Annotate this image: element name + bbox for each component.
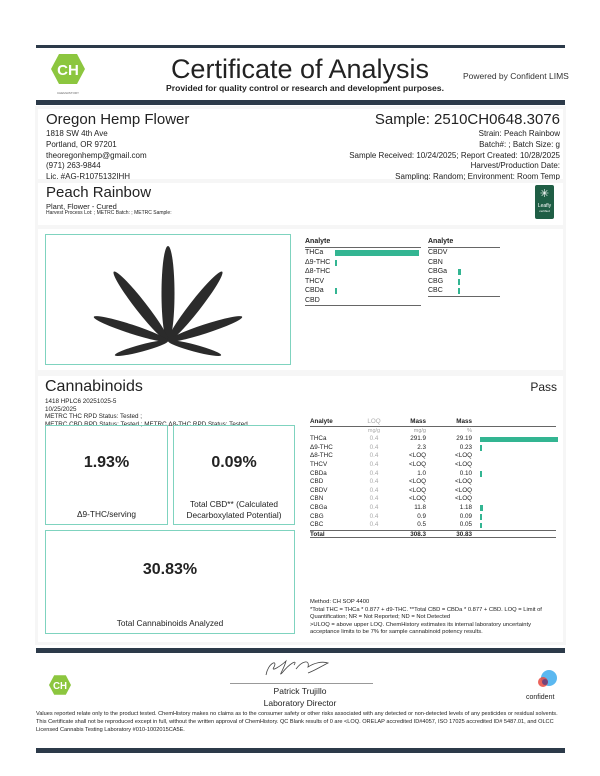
page-subtitle: Provided for quality control or research… — [166, 83, 444, 93]
table-row: CBG 0.4 0.9 0.09 — [310, 513, 556, 522]
client-details: 1818 SW 4th Ave Portland, OR 97201 theoreg… — [46, 129, 147, 182]
signature-line — [230, 683, 373, 684]
section-title: Cannabinoids — [45, 378, 143, 395]
chemhistory-footer-logo: CH — [48, 674, 72, 701]
client-section: Oregon Hemp Flower 1818 SW 4th Ave Portla… — [38, 109, 563, 181]
leaf-blade — [167, 340, 222, 356]
signer-name: Patrick Trujillo — [273, 686, 327, 696]
product-section: Peach Rainbow Plant, Flower - Cured Harv… — [38, 183, 563, 225]
table-bar — [480, 522, 482, 529]
table-row: CBD 0.4 <LOQ <LOQ — [310, 478, 472, 486]
table-row: CBGa 0.4 11.8 1.18 — [310, 504, 556, 513]
analyte-summary-left: Analyte THCa Δ9-THC Δ8-THC THCV CBDa CBD — [305, 238, 421, 306]
analyte-row: CBDV — [428, 249, 448, 256]
leaf-blade — [93, 316, 169, 342]
table-row: CBN 0.4 <LOQ <LOQ — [310, 495, 472, 503]
analyte-row: CBDa — [305, 286, 421, 296]
analyte-row: CBN — [428, 258, 443, 266]
leafly-badge: ✳ Leafly certified — [535, 185, 554, 219]
table-row: THCV 0.4 <LOQ <LOQ — [310, 460, 472, 468]
svg-text:CH: CH — [53, 681, 67, 692]
analyte-bar — [335, 250, 419, 256]
cannabis-leaf-icon — [93, 246, 243, 356]
analyte-header: Analyte — [305, 238, 421, 248]
client-name: Oregon Hemp Flower — [46, 111, 190, 128]
bottom-rule — [36, 748, 565, 753]
analyte-row: CBGa — [428, 267, 500, 277]
method-notes: Method: CH SOP 4400 *Total THC = THCa * 0… — [310, 599, 542, 636]
leaf-blade — [167, 271, 223, 342]
footer-rule — [36, 648, 565, 653]
kpi-total-cannabinoids: 30.83% Total Cannabinoids Analyzed — [45, 530, 295, 634]
table-row: CBDa 0.4 1.0 0.10 — [310, 470, 556, 479]
table-bar — [480, 445, 482, 451]
leaf-blade — [114, 340, 169, 356]
analyte-row: THCV — [305, 277, 325, 285]
table-row: THCa 0.4 291.9 29.19 — [310, 435, 558, 444]
header-rule — [36, 100, 565, 105]
kpi-total-cbd: 0.09% Total CBD** (Calculated Decarboxyla… — [173, 425, 295, 525]
analyte-row: CBG — [428, 277, 500, 287]
status-badge: Pass — [530, 380, 557, 394]
analyte-bar — [335, 288, 337, 294]
top-rule — [36, 45, 565, 48]
analyte-summary-right: Analyte CBDV CBN CBGa CBG CBC — [428, 238, 500, 297]
signature-icon — [265, 659, 330, 676]
analyte-row: THCa — [305, 248, 421, 258]
powered-by: Powered by Confident LIMS — [463, 71, 569, 81]
leaf-blade — [113, 271, 169, 342]
page-title: Certificate of Analysis — [170, 54, 430, 84]
table-units: mg/g mg/g% — [367, 427, 472, 434]
table-row: CBDV 0.4 <LOQ <LOQ — [310, 486, 472, 494]
product-type: Plant, Flower - Cured — [46, 202, 117, 211]
analyte-bar — [458, 288, 460, 294]
signer-title: Laboratory Director — [263, 698, 337, 708]
table-row: Δ9-THC 0.4 2.3 0.23 — [310, 444, 556, 453]
svg-text:CH: CH — [57, 62, 79, 79]
table-header: Analyte LOQ Mass Mass — [310, 418, 556, 427]
table-row: Δ8-THC 0.4 <LOQ <LOQ — [310, 452, 472, 460]
confident-logo: confident — [526, 668, 566, 701]
analyte-row: CBC — [428, 286, 500, 296]
chemhistory-logo: CH CHEMHISTORY — [50, 52, 86, 95]
table-row: CBC 0.4 0.5 0.05 — [310, 521, 556, 530]
table-bar — [480, 505, 484, 511]
table-bar — [480, 436, 558, 443]
disclaimer: Values reported relate only to the produ… — [36, 711, 558, 733]
cannabinoid-table: Analyte LOQ Mass Mass mg/g mg/g% THCa 0.4 291.9 2… — [310, 418, 558, 539]
sample-details: Strain: Peach Rainbow Batch#: ; Batch Siz… — [349, 129, 560, 182]
analyte-bar — [458, 269, 462, 275]
product-image — [45, 234, 291, 365]
analyte-row: Δ9-THC — [305, 258, 421, 268]
kpi-thc-serving: 1.93% Δ9-THC/serving — [45, 425, 168, 525]
analyte-header: Analyte — [428, 238, 500, 248]
analyte-bar — [458, 278, 460, 285]
analyte-row: CBD — [305, 296, 320, 304]
table-bar — [480, 471, 482, 477]
leaf-blade — [161, 246, 175, 341]
product-lots: Harvest Process Lot: ; METRC Batch: ; ME… — [46, 210, 172, 216]
table-bar — [480, 514, 482, 520]
overview-section: Analyte THCa Δ9-THC Δ8-THC THCV CBDa CBD Analy… — [38, 229, 563, 370]
product-name: Peach Rainbow — [46, 184, 152, 201]
leaf-blade — [167, 316, 243, 342]
cannabinoids-meta: 1418 HPLC6 20251025-5 10/25/2025 METRC THC… — [45, 398, 248, 428]
analyte-bar — [335, 259, 337, 266]
cannabinoids-section: Cannabinoids Pass 1418 HPLC6 20251025-5 1… — [38, 376, 563, 642]
sample-id: Sample: 2510CH0648.3076 — [374, 111, 560, 128]
analyte-row: Δ8-THC — [305, 268, 331, 275]
table-total: Total 308.3 30.83 — [310, 529, 556, 539]
